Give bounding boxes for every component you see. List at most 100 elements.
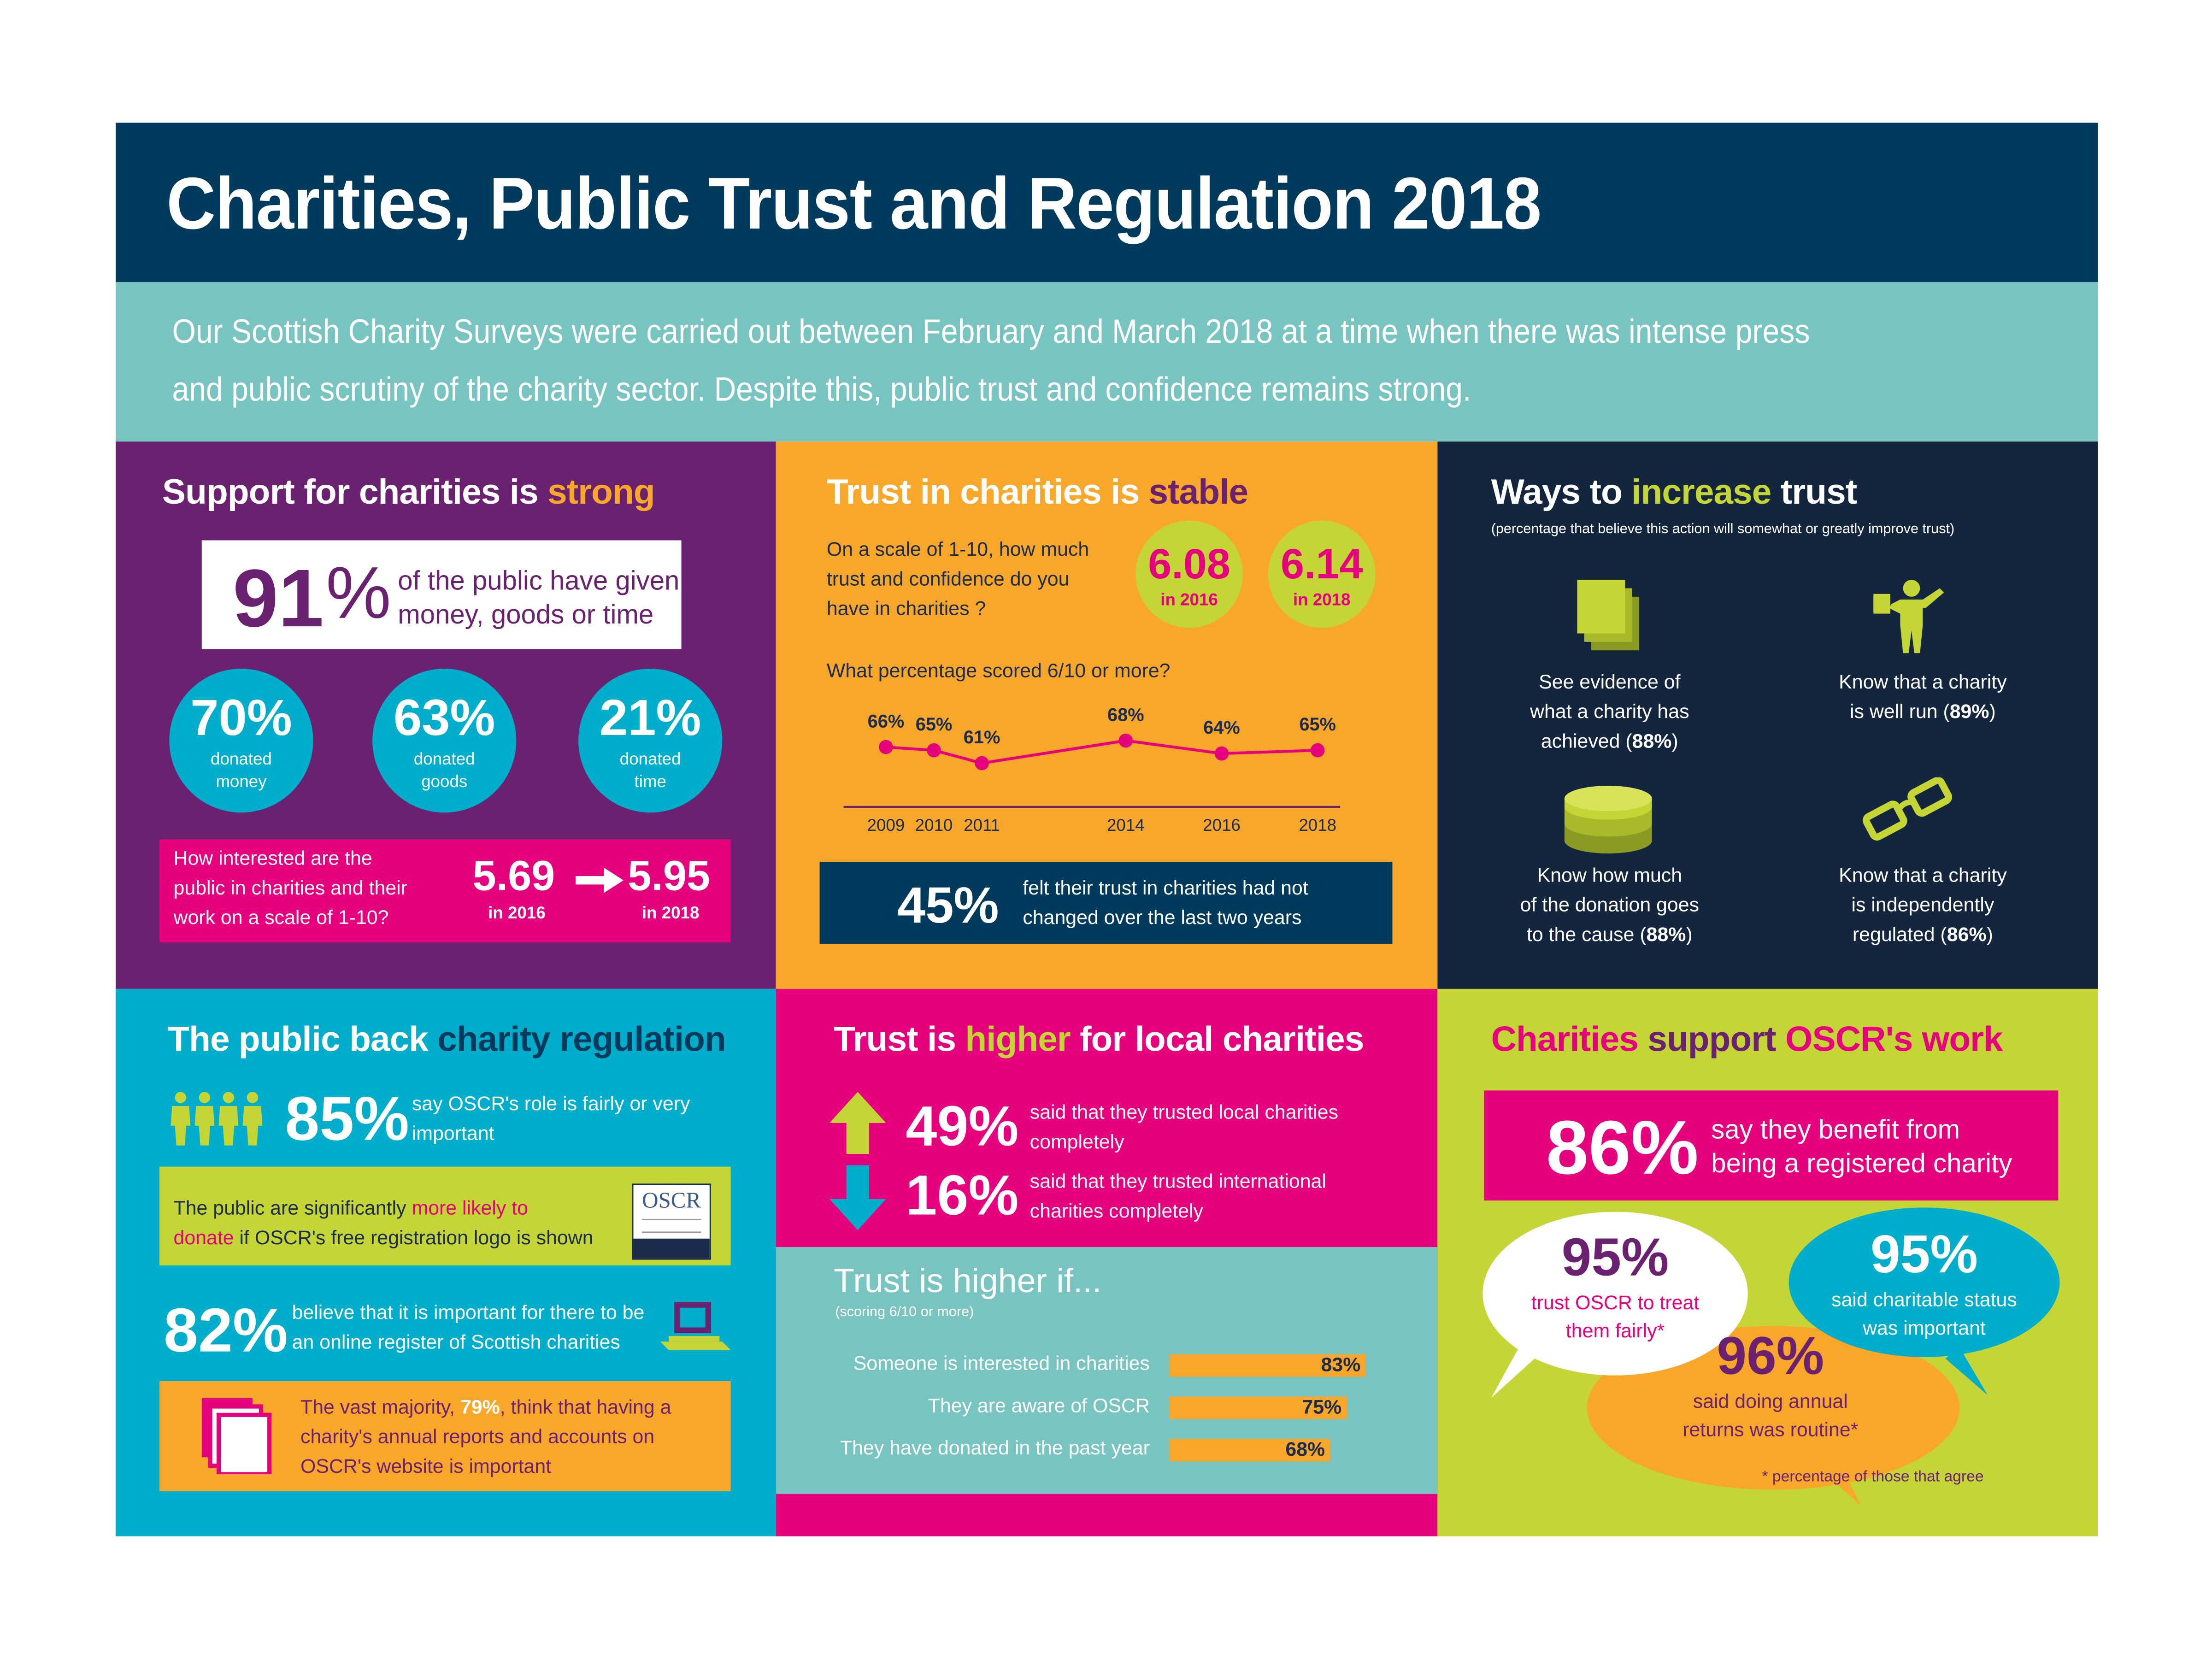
local-trust-value: 49% [906,1096,1019,1159]
way-donation-line3: to the cause (88%) [1494,920,1725,949]
trend-point [975,756,989,771]
local-trust-line2: completely [1030,1130,1124,1153]
donated-goods-label2: goods [421,771,468,792]
trend-series-line [886,739,1318,765]
bubble2-shape [1788,1207,2060,1357]
trust-higher-box: Trust is higher if... (scoring 6/10 or m… [776,1247,1438,1494]
bubble2-tail [1945,1347,1988,1395]
trust-higher-subtitle: (scoring 6/10 or more) [835,1305,974,1321]
support-headline-line1: of the public have given [398,567,680,597]
bubble1-text: 95% trust OSCR to treat them fairly* [1494,1229,1737,1344]
way-donation-line2: of the donation goes [1520,893,1700,916]
reports-icon [201,1398,272,1474]
regulation-heading: The public back charity regulation [168,1020,726,1061]
ways-heading-suffix: trust [1771,472,1857,512]
way-evidence-line3-pre: achieved ( [1541,729,1632,752]
way-well-run-line1: Know that a charity [1839,670,2007,693]
donated-goods-value: 63% [393,688,495,747]
support-heading-prefix: Support for charities is [162,472,548,512]
trust-question-line1: On a scale of 1-10, how much [826,537,1089,560]
trend-x-tick-label: 2018 [1299,816,1336,835]
interest-2018-label: in 2018 [641,903,700,923]
logo-box: The public are significantly more likely… [159,1166,731,1265]
online-register-line2: an online register of Scottish charities [292,1330,620,1353]
interest-2016-value: 5.69 [472,853,555,900]
reports-pct: 79% [460,1395,500,1418]
way-evidence-line2: what a charity has [1530,700,1689,723]
glasses-icon [1862,777,1952,841]
donated-time-label2: time [634,771,666,792]
bar-label: They are aware of OSCR [928,1394,1150,1417]
trend-point [1310,743,1325,758]
trust-question-line2: trust and confidence do you [826,567,1070,590]
bubble3-line2: returns was routine* [1683,1418,1859,1441]
oscr-logo-footer [633,1238,710,1259]
oscr-role-line2: important [412,1121,494,1144]
way-well-run-line2-pre: is well run ( [1849,700,1950,723]
way-donation-line1: Know how much [1537,863,1683,886]
donated-time-value: 21% [599,688,701,747]
interest-question-line3: work on a scale of 1-10? [173,906,389,929]
oscr-panel: Charities support OSCR's work 86% say th… [1437,988,2098,1536]
speech-bubbles [1483,1207,2060,1506]
donated-time-circle: 21% donated time [578,669,723,813]
benefit-line2: being a registered charity [1711,1149,2012,1180]
logo-text-line1: The public are significantly more likely… [174,1196,528,1219]
trend-data-label: 64% [1203,718,1240,738]
regulation-heading-emph: charity regulation [437,1020,726,1059]
score-2018-value: 6.14 [1280,541,1363,588]
oscr-heading-w1: Charities [1491,1020,1639,1059]
online-register-value: 82% [164,1296,288,1366]
bubble2-text: 95% said charitable status was important [1797,1226,2051,1341]
bubble2-line2: was important [1863,1316,1986,1339]
way-donation-line3-pre: to the cause ( [1526,923,1647,946]
bar-label: They have donated in the past year [840,1436,1150,1459]
reports-line1-pre: The vast majority, [300,1395,460,1418]
trust-footer-box: 45% felt their trust in charities had no… [819,862,1393,944]
trend-data-label: 61% [964,727,1000,747]
reports-line1: The vast majority, 79%, think that havin… [300,1395,671,1418]
way-regulated-line3: regulated (86%) [1807,920,2038,949]
trend-data-label: 68% [1107,705,1144,725]
bar-value-label: 68% [1285,1437,1325,1460]
way-evidence-line3: achieved (88%) [1494,727,1725,756]
trust-panel: Trust in charities is stable On a scale … [776,441,1438,989]
reports-box: The vast majority, 79%, think that havin… [159,1381,731,1491]
online-register-line1: believe that it is important for there t… [292,1300,645,1324]
benefit-line1: say they benefit from [1711,1116,1960,1146]
international-trust-value: 16% [906,1165,1019,1228]
donated-money-label2: money [216,771,267,792]
reports-line3: OSCR's website is important [300,1454,552,1477]
trend-point [879,740,893,754]
trend-data-label: 65% [1299,714,1336,735]
logo-text-pre: The public are significantly [173,1196,412,1219]
trust-trend-line-chart: 66% 2009 65% 2010 61% 2011 68% 2014 64% 2016 65% 20… [843,705,1341,835]
donated-goods-label1: donated [413,749,475,769]
ways-panel: Ways to increase trust (percentage that … [1437,441,2098,989]
bubble3-shape [1587,1326,1960,1490]
local-heading-emph: higher [965,1020,1071,1059]
score-2016-circle: 6.08 in 2016 [1135,520,1243,628]
title-banner: Charities, Public Trust and Regulation 2… [116,123,2098,282]
trend-x-tick-label: 2009 [867,816,905,835]
logo-text-line2: donate if OSCR's free registration logo … [174,1226,594,1248]
support-heading: Support for charities is strong [162,473,655,514]
bubble1-line2: them fairly* [1565,1319,1665,1342]
arrow-down-icon [829,1165,886,1230]
trend-point [927,743,941,758]
benefit-value: 86% [1546,1106,1699,1191]
trust-higher-bar-chart: Someone is interested in charities 83% The… [776,1247,1438,1494]
support-headline-line2: money, goods or time [398,601,654,631]
chart-question: What percentage scored 6/10 or more? [826,659,1171,682]
bubble1-shape [1483,1212,1748,1376]
oscr-role-line1: say OSCR's role is fairly or very [412,1092,690,1115]
interest-2016-label: in 2016 [488,903,546,923]
trust-footer-line1: felt their trust in charities had not [1023,876,1308,899]
support-panel: Support for charities is strong 91 % of … [116,441,776,989]
bar: 75% [1169,1395,1347,1419]
way-regulated-pct: 86% [1947,923,1987,946]
bubble2-line1: said charitable status [1831,1288,2017,1311]
trend-data-label: 65% [916,714,953,735]
trend-x-tick-label: 2014 [1107,816,1145,835]
donated-money-label1: donated [211,749,272,769]
